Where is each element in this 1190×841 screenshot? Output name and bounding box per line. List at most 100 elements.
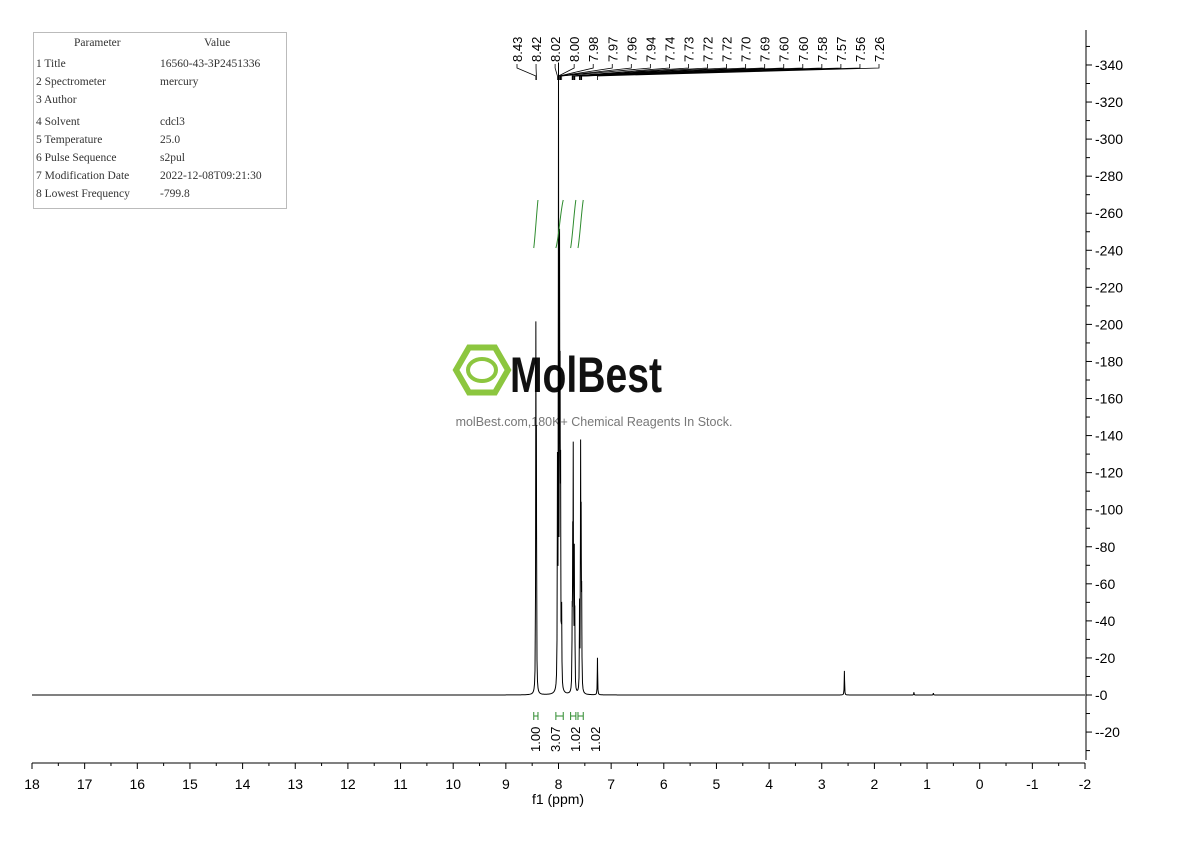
- integral-value: 1.00: [528, 727, 543, 752]
- param-name: 3 Author: [36, 94, 77, 106]
- x-tick-label: 6: [660, 776, 668, 792]
- peak-label: 7.98: [586, 37, 601, 62]
- x-tick-label: 10: [445, 776, 461, 792]
- y-tick-label: -240: [1095, 242, 1123, 258]
- x-tick-label: 17: [77, 776, 93, 792]
- benzene-logo-icon: [452, 344, 512, 396]
- y-tick-label: -120: [1095, 465, 1123, 481]
- y-tick-label: -80: [1095, 539, 1115, 555]
- x-tick-label: 13: [287, 776, 303, 792]
- peak-label-leader: [554, 64, 558, 80]
- peak-label-leader: [574, 64, 766, 80]
- peak-label-leader: [559, 64, 594, 80]
- peak-label: 7.94: [643, 37, 658, 62]
- y-tick-label: -40: [1095, 613, 1115, 629]
- x-tick-label: 14: [235, 776, 251, 792]
- peak-label: 8.02: [548, 37, 563, 62]
- x-tick-label: 5: [713, 776, 721, 792]
- x-tick-label: 3: [818, 776, 826, 792]
- integral-value: 3.07: [548, 727, 563, 752]
- peak-label-leader: [559, 64, 613, 80]
- y-tick-label: -0: [1095, 687, 1108, 703]
- peak-label: 7.70: [739, 37, 754, 62]
- peak-label: 8.00: [567, 37, 582, 62]
- peak-label: 7.74: [662, 37, 677, 62]
- watermark-brand: MolBest: [510, 347, 662, 403]
- x-tick-label: -2: [1079, 776, 1092, 792]
- peak-label: 7.56: [853, 37, 868, 62]
- peak-label-leader: [561, 64, 651, 80]
- peak-label: 7.60: [796, 37, 811, 62]
- peak-label: 7.60: [777, 37, 792, 62]
- param-value: 16560-43-3P2451336: [160, 58, 261, 70]
- param-value: 25.0: [160, 134, 181, 146]
- peak-label-leader: [597, 64, 880, 80]
- x-tick-label: 2: [871, 776, 879, 792]
- param-value: 2022-12-08T09:21:30: [160, 170, 262, 182]
- integral-curve: [555, 199, 564, 249]
- peak-label-leader: [573, 64, 747, 80]
- x-tick-label: 9: [502, 776, 510, 792]
- y-tick-label: -20: [1095, 650, 1115, 666]
- y-tick-label: -320: [1095, 94, 1123, 110]
- x-tick-label: 11: [393, 776, 408, 792]
- peak-label-leader: [560, 64, 632, 80]
- x-tick-label: 18: [24, 776, 40, 792]
- peak-label: 8.43: [510, 37, 525, 62]
- y-tick-label: -220: [1095, 279, 1123, 295]
- peak-label: 7.73: [681, 37, 696, 62]
- peak-label: 7.72: [701, 37, 716, 62]
- watermark-tagline: molBest.com,180K+ Chemical Reagents In S…: [456, 415, 733, 429]
- peak-label-leader: [571, 64, 670, 80]
- x-tick-label: 4: [765, 776, 773, 792]
- param-value: cdcl3: [160, 116, 185, 128]
- peak-label-leader: [572, 64, 689, 80]
- x-tick-label: 8: [555, 776, 563, 792]
- x-tick-label: -1: [1026, 776, 1039, 792]
- param-name: 8 Lowest Frequency: [36, 188, 130, 200]
- peak-label: 7.96: [624, 37, 639, 62]
- peak-label: 7.69: [758, 37, 773, 62]
- y-tick-label: -160: [1095, 391, 1123, 407]
- y-tick-label: -260: [1095, 205, 1123, 221]
- value-header: Value: [204, 37, 231, 49]
- param-name: 2 Spectrometer: [36, 76, 106, 88]
- y-tick-label: -60: [1095, 576, 1115, 592]
- integral-value: 1.02: [568, 727, 583, 752]
- param-name: 4 Solvent: [36, 116, 80, 128]
- param-value: s2pul: [160, 152, 185, 164]
- param-value: mercury: [160, 76, 199, 88]
- param-name: 5 Temperature: [36, 134, 103, 146]
- peak-label-leader: [572, 64, 727, 80]
- parameter-table: Parameter Value 1 Title 16560-43-3P245133…: [33, 32, 287, 209]
- y-tick-label: -280: [1095, 168, 1123, 184]
- integral-curve: [570, 199, 577, 249]
- y-tick-label: -100: [1095, 502, 1123, 518]
- peak-label: 7.97: [605, 37, 620, 62]
- y-tick-label: -200: [1095, 316, 1123, 332]
- integral-curve: [533, 199, 539, 249]
- y-tick-label: -140: [1095, 428, 1123, 444]
- y-tick-label: --20: [1095, 724, 1120, 740]
- peak-label-leader: [581, 64, 861, 80]
- peak-label: 7.57: [834, 37, 849, 62]
- param-name: 6 Pulse Sequence: [36, 152, 117, 164]
- y-tick-label: -180: [1095, 353, 1123, 369]
- benzene-ring-icon: [466, 357, 498, 383]
- x-tick-label: 16: [130, 776, 146, 792]
- x-tick-label: 12: [340, 776, 356, 792]
- peak-label-leader: [558, 64, 575, 80]
- param-value: -799.8: [160, 188, 190, 200]
- param-name: 1 Title: [36, 58, 66, 70]
- peak-label: 7.26: [872, 37, 887, 62]
- peak-label: 7.58: [815, 37, 830, 62]
- x-axis-label: f1 (ppm): [532, 791, 584, 807]
- x-tick-label: 15: [182, 776, 198, 792]
- spectrum-line: [32, 62, 1085, 696]
- integral-curve: [577, 199, 584, 249]
- x-tick-label: 7: [607, 776, 615, 792]
- peak-label: 8.42: [529, 37, 544, 62]
- param-name: 7 Modification Date: [36, 170, 130, 182]
- x-tick-label: 0: [976, 776, 984, 792]
